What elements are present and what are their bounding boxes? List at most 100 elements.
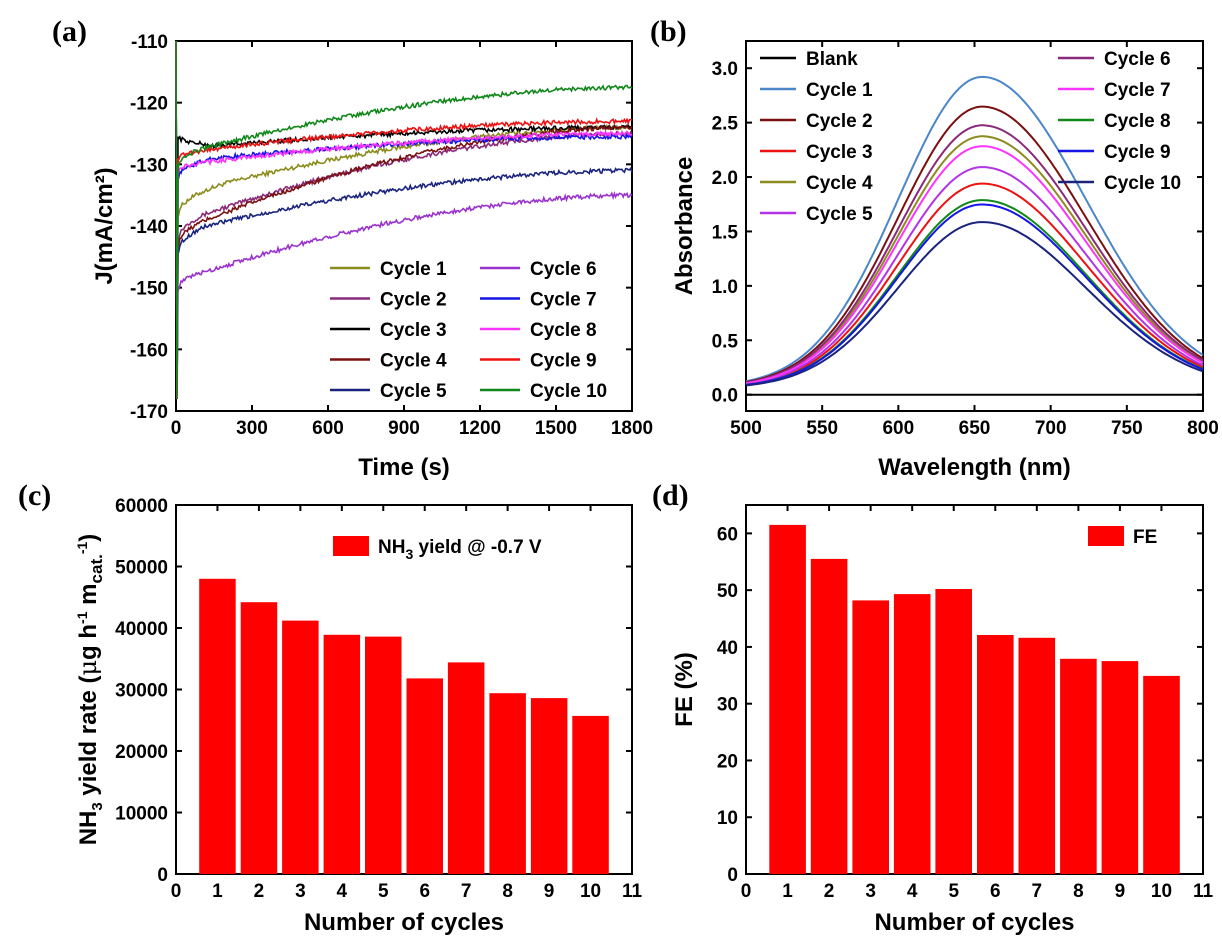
y-tick-label: 2.5 — [712, 114, 739, 135]
series-line-cycle-10 — [175, 40, 633, 399]
y-tick-label: -150 — [130, 279, 168, 300]
y-tick-label: 30 — [717, 695, 738, 716]
x-tick-label: 550 — [806, 418, 838, 439]
legend-label: Blank — [806, 49, 858, 70]
legend-label: Cycle 4 — [806, 173, 873, 194]
x-tick-label: 700 — [1035, 418, 1067, 439]
legend-label: Cycle 6 — [1104, 49, 1171, 70]
x-tick-label: 6 — [990, 881, 1001, 902]
legend-label: Cycle 6 — [530, 259, 597, 280]
bar-cycle-4 — [893, 594, 931, 874]
bar-cycle-3 — [852, 600, 889, 874]
x-axis-title: Number of cycles — [304, 909, 504, 936]
bar-cycle-5 — [365, 636, 402, 874]
legend-label: Cycle 1 — [380, 259, 447, 280]
x-tick-label: 800 — [1187, 418, 1219, 439]
legend-label: Cycle 4 — [380, 351, 447, 372]
series-line-cycle-4 — [175, 40, 633, 399]
y-tick-label: 30000 — [115, 681, 168, 702]
legend-label: Cycle 7 — [530, 290, 597, 311]
bar-cycle-7 — [1018, 637, 1056, 874]
x-axis-title: Time (s) — [358, 454, 450, 481]
x-tick-label: 5 — [378, 881, 389, 902]
series-line-cycle-10 — [745, 221, 1204, 387]
y-axis-title: NH3 yield rate (μg h-1 mcat.-1) — [74, 534, 106, 846]
bar-cycle-10 — [1143, 675, 1180, 874]
legend-label: FE — [1133, 527, 1157, 548]
x-tick-label: 1800 — [611, 418, 653, 439]
y-tick-label: -120 — [130, 94, 168, 115]
x-tick-label: 9 — [1115, 881, 1126, 902]
y-tick-label: 40000 — [115, 619, 168, 640]
y-tick-label: -110 — [131, 32, 168, 53]
y-tick-label: 1.0 — [712, 277, 738, 298]
chart-a-current-density: 0 300 600 900 1200 1500 1800 -170 -160 -150 -140 -1… — [91, 32, 653, 481]
x-tick-label: 300 — [236, 418, 268, 439]
bar-cycle-10 — [572, 715, 609, 874]
y-tick-label: 60000 — [115, 496, 168, 517]
x-tick-label: 4 — [337, 881, 348, 902]
legend-label: Cycle 2 — [380, 290, 447, 311]
x-tick-label: 750 — [1111, 418, 1143, 439]
bar-cycle-1 — [199, 578, 236, 874]
y-tick-label: 20 — [717, 751, 738, 772]
bar-cycle-7 — [447, 662, 485, 874]
y-tick-label: 0 — [157, 865, 168, 886]
legend-label: Cycle 8 — [1104, 111, 1171, 132]
legend-label: Cycle 3 — [806, 142, 873, 163]
x-tick-label: 2 — [824, 881, 835, 902]
legend-label: Cycle 9 — [1104, 142, 1171, 163]
y-tick-label: 1.5 — [712, 222, 739, 243]
legend-label: Cycle 3 — [380, 320, 447, 341]
x-tick-label: 7 — [1032, 881, 1043, 902]
series-line-cycle-3 — [745, 182, 1204, 386]
y-tick-label: -160 — [130, 340, 168, 361]
panel-label-a: (a) — [52, 15, 87, 48]
legend-swatch — [333, 536, 369, 556]
x-tick-label: 5 — [948, 881, 959, 902]
x-tick-label: 600 — [312, 418, 344, 439]
y-tick-label: 50 — [717, 581, 738, 602]
y-axis-title: Absorbance — [671, 157, 698, 296]
series-line-cycle-1 — [745, 75, 1204, 383]
x-tick-label: 1 — [782, 881, 793, 902]
bar-cycle-8 — [1060, 658, 1097, 874]
y-tick-label: 50000 — [115, 558, 168, 579]
y-tick-label: 10 — [717, 808, 738, 829]
x-tick-label: 11 — [622, 881, 643, 902]
bar-cycle-4 — [323, 634, 361, 874]
x-tick-label: 0 — [171, 418, 182, 439]
x-tick-label: 7 — [461, 881, 472, 902]
y-tick-label: 10000 — [115, 804, 168, 825]
x-tick-label: 500 — [730, 418, 762, 439]
y-tick-label: 0 — [727, 865, 738, 886]
bar-cycle-9 — [1101, 661, 1139, 874]
x-tick-label: 0 — [171, 881, 182, 902]
series-line-cycle-9 — [745, 203, 1204, 386]
y-axis-title: FE (%) — [671, 652, 698, 727]
x-tick-label: 3 — [295, 881, 306, 902]
y-tick-label: 0.0 — [712, 386, 738, 407]
y-tick-label: -140 — [130, 217, 168, 238]
legend-label: Cycle 5 — [806, 204, 873, 225]
x-tick-label: 650 — [959, 418, 991, 439]
x-tick-label: 8 — [502, 881, 513, 902]
bar-cycle-9 — [530, 698, 568, 874]
x-tick-label: 11 — [1193, 881, 1214, 902]
x-tick-label: 900 — [388, 418, 420, 439]
series-line-cycle-2 — [745, 105, 1204, 384]
bar-cycle-2 — [810, 558, 848, 874]
x-tick-label: 6 — [419, 881, 430, 902]
legend-label: Cycle 8 — [530, 320, 597, 341]
y-tick-label: -170 — [130, 402, 168, 423]
series-line-cycle-3 — [175, 40, 633, 399]
x-axis-title: Wavelength (nm) — [878, 454, 1070, 481]
legend-label: Cycle 9 — [530, 351, 597, 372]
series-line-cycle-7 — [745, 145, 1204, 385]
legend-label: Cycle 10 — [1104, 173, 1181, 194]
series-line-cycle-2 — [175, 40, 633, 399]
bar-cycle-8 — [489, 693, 526, 874]
y-tick-label: 20000 — [115, 742, 168, 763]
x-tick-label: 9 — [544, 881, 555, 902]
